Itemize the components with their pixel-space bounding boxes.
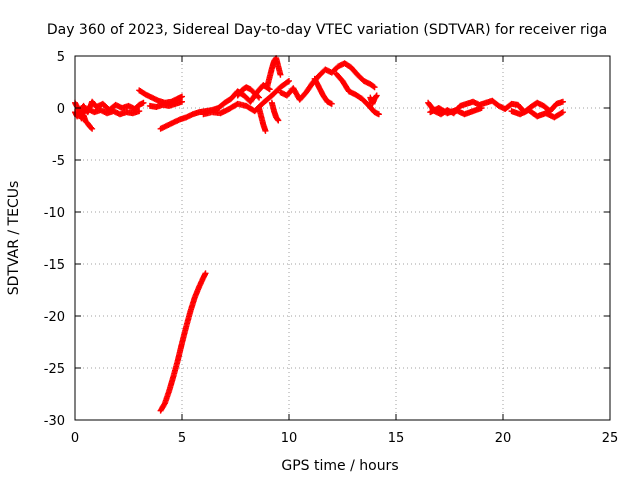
y-tick-label: 0 [57, 102, 65, 117]
points-layer [72, 55, 566, 414]
data-point [262, 127, 269, 134]
x-tick-label: 10 [281, 431, 298, 446]
y-tick-label: -10 [44, 206, 65, 221]
data-point [179, 98, 185, 105]
y-tick-label: -25 [44, 362, 65, 377]
axes-layer: 0 5 10 15 20 25 5 0 -5 -10 -15 -20 -25 -30 [44, 50, 619, 446]
data-point [277, 71, 284, 78]
data-point [559, 109, 566, 116]
data-point [371, 84, 378, 91]
data-point [275, 117, 282, 124]
plot-frame [74, 55, 611, 421]
data-point [274, 116, 281, 123]
y-tick-label: -15 [44, 258, 65, 273]
data-point [373, 92, 380, 99]
y-tick-label: -20 [44, 310, 65, 325]
data-point [558, 109, 565, 116]
data-point [256, 94, 263, 101]
data-point [140, 99, 147, 106]
data-point [478, 105, 485, 111]
data-point [286, 77, 292, 84]
data-point [179, 93, 185, 100]
data-point [328, 100, 335, 107]
x-tick-label: 15 [388, 431, 405, 446]
x-tick-label: 0 [71, 431, 79, 446]
data-point [284, 78, 291, 85]
y-axis-label: SDTVAR / TECUs [6, 181, 22, 296]
x-tick-label: 5 [178, 431, 186, 446]
data-point [136, 108, 143, 115]
data-point [370, 83, 377, 90]
data-point [89, 125, 96, 132]
x-axis-label: GPS time / hours [281, 458, 398, 474]
data-point [254, 93, 261, 100]
chart-title: Day 360 of 2023, Sidereal Day-to-day VTE… [47, 22, 607, 38]
x-tick-label: 25 [602, 431, 619, 446]
x-tick-label: 20 [495, 431, 512, 446]
data-point [266, 86, 273, 93]
data-point [559, 98, 566, 105]
data-point [202, 270, 209, 277]
data-point [88, 124, 95, 131]
y-tick-label: 5 [57, 50, 65, 65]
y-tick-label: -30 [44, 414, 65, 429]
y-tick-label: -5 [52, 154, 65, 169]
data-point [375, 111, 382, 118]
data-point [373, 93, 380, 100]
